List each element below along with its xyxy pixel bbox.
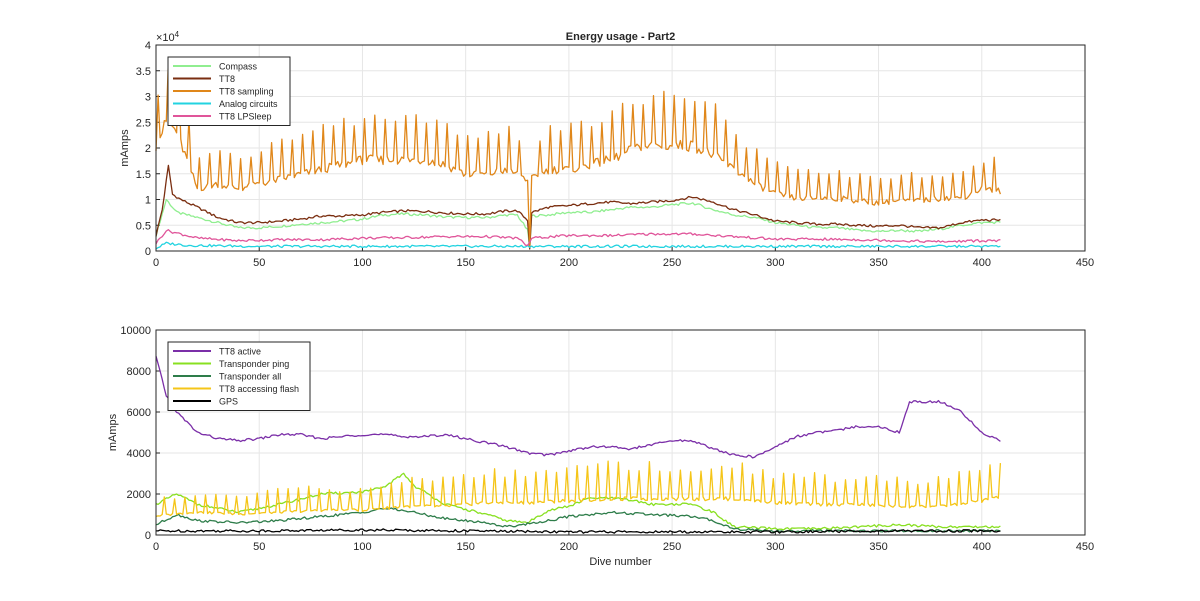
x-tick-label: 450 — [1076, 541, 1094, 553]
y-exponent-base: ×10 — [156, 32, 175, 44]
x-tick-label: 350 — [869, 257, 887, 269]
series-line — [155, 507, 1001, 533]
legend-entry: TT8 — [219, 74, 235, 84]
top-chart: 0 50 100 150 200 250 300 350 400 450 0 0.5 1 1.5 2 2.5 3… — [119, 30, 1094, 269]
y-tick-label: 2.5 — [136, 117, 151, 129]
y-exponent-label: ×104 — [156, 30, 180, 44]
y-tick-label: 3.5 — [136, 66, 151, 78]
y-tick-label: 4 — [145, 40, 151, 52]
y-tick-label: 0 — [145, 246, 151, 258]
x-tick-label: 150 — [456, 257, 474, 269]
x-tick-label: 350 — [869, 541, 887, 553]
x-tick-label: 300 — [766, 541, 784, 553]
y-tick-label: 8000 — [127, 366, 151, 378]
series-line — [155, 229, 1001, 246]
y-tick-label: 1.5 — [136, 169, 151, 181]
legend-entry: TT8 accessing flash — [219, 384, 299, 394]
y-axis-label: mAmps — [107, 413, 119, 451]
y-tick-label: 0.5 — [136, 220, 151, 232]
legend-entry: TT8 LPSleep — [219, 112, 272, 122]
x-tick-label: 50 — [253, 541, 265, 553]
x-tick-label: 300 — [766, 257, 784, 269]
x-tick-label: 400 — [973, 257, 991, 269]
axes-frame — [155, 44, 1086, 252]
series-line — [155, 460, 1002, 518]
chart-title: Energy usage - Part2 — [566, 31, 675, 43]
y-tick-label: 0 — [145, 530, 151, 542]
x-tick-label: 0 — [153, 257, 159, 269]
series-line — [155, 355, 1001, 459]
x-tick-label: 200 — [560, 541, 578, 553]
x-tick-label: 0 — [153, 541, 159, 553]
series-line — [155, 59, 1002, 248]
x-tick-label: 100 — [353, 541, 371, 553]
y-tick-label: 10000 — [120, 325, 151, 337]
y-tick-label: 1 — [145, 195, 151, 207]
y-tick-label: 2000 — [127, 489, 151, 501]
series-line — [155, 198, 1001, 250]
x-tick-label: 100 — [353, 257, 371, 269]
x-tick-label: 400 — [973, 541, 991, 553]
x-tick-label: 150 — [456, 541, 474, 553]
y-tick-label: 4000 — [127, 448, 151, 460]
series-line — [155, 241, 1001, 250]
x-tick-label: 250 — [663, 541, 681, 553]
x-tick-label: 450 — [1076, 257, 1094, 269]
y-tick-label: 6000 — [127, 407, 151, 419]
series-line — [155, 472, 1001, 531]
legend-entry: Compass — [219, 62, 258, 72]
legend-entry: Analog circuits — [219, 99, 278, 109]
x-tick-label: 250 — [663, 257, 681, 269]
series-line — [155, 164, 1001, 250]
axes-frame — [155, 329, 1086, 536]
legend-entry: TT8 active — [219, 347, 261, 357]
legend-entry: Transponder ping — [219, 359, 289, 369]
y-tick-label: 3 — [145, 92, 151, 104]
bottom-chart: 0 50 100 150 200 250 300 350 400 450 0 2000 4000 6000… — [107, 325, 1094, 568]
y-tick-label: 2 — [145, 143, 151, 155]
legend-entry: GPS — [219, 397, 238, 407]
x-axis-label: Dive number — [589, 556, 652, 568]
x-tick-label: 200 — [560, 257, 578, 269]
x-tick-label: 50 — [253, 257, 265, 269]
series-line — [156, 528, 1001, 534]
y-axis-label: mAmps — [119, 129, 131, 167]
y-exponent-power: 4 — [175, 30, 180, 39]
legend-entry: Transponder all — [219, 372, 281, 382]
legend-entry: TT8 sampling — [219, 87, 274, 97]
